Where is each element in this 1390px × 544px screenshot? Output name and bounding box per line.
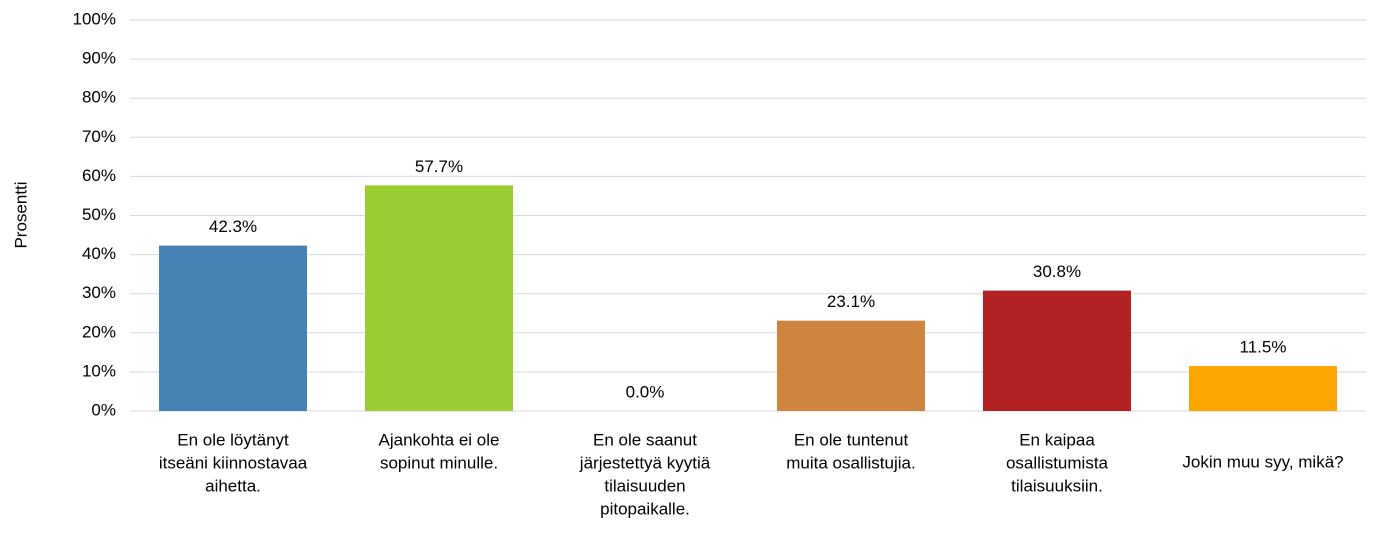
x-tick-label: En ole saanut	[593, 430, 697, 449]
bar	[365, 185, 513, 411]
x-tick-label: En ole tuntenut	[794, 430, 909, 449]
x-tick-label: Ajankohta ei ole	[379, 430, 500, 449]
x-tick-label: tilaisuuksiin.	[1011, 476, 1103, 495]
bar	[983, 290, 1131, 411]
x-tick-label: osallistumista	[1006, 453, 1109, 472]
bar	[777, 320, 925, 411]
y-tick-label: 90%	[82, 49, 116, 68]
x-tick-label: järjestettyä kyytiä	[579, 453, 711, 472]
y-tick-label: 60%	[82, 166, 116, 185]
value-label: 0.0%	[626, 382, 665, 401]
x-tick-label: tilaisuuden	[604, 476, 685, 495]
y-tick-label: 40%	[82, 244, 116, 263]
y-tick-label: 0%	[91, 400, 116, 419]
x-tick-label: itseäni kiinnostavaa	[159, 453, 308, 472]
value-label: 23.1%	[827, 292, 875, 311]
x-tick-label: pitopaikalle.	[600, 499, 690, 518]
y-tick-label: 50%	[82, 205, 116, 224]
y-tick-label: 20%	[82, 322, 116, 341]
value-label: 57.7%	[415, 157, 463, 176]
x-tick-label: aihetta.	[205, 476, 261, 495]
x-tick-label: sopinut minulle.	[380, 453, 498, 472]
y-tick-label: 70%	[82, 127, 116, 146]
y-axis-label: Prosentti	[11, 181, 30, 248]
x-tick-label: muita osallistujia.	[786, 453, 915, 472]
x-tick-label: En kaipaa	[1019, 430, 1095, 449]
x-tick-label: En ole löytänyt	[177, 430, 289, 449]
value-label: 30.8%	[1033, 262, 1081, 281]
y-tick-label: 80%	[82, 88, 116, 107]
y-tick-label: 10%	[82, 361, 116, 380]
bar	[159, 245, 307, 411]
y-tick-label: 100%	[73, 9, 116, 28]
x-tick-label: Jokin muu syy, mikä?	[1182, 452, 1343, 471]
value-label: 42.3%	[209, 217, 257, 236]
y-tick-label: 30%	[82, 283, 116, 302]
value-label: 11.5%	[1240, 338, 1287, 357]
bar	[1189, 366, 1337, 411]
